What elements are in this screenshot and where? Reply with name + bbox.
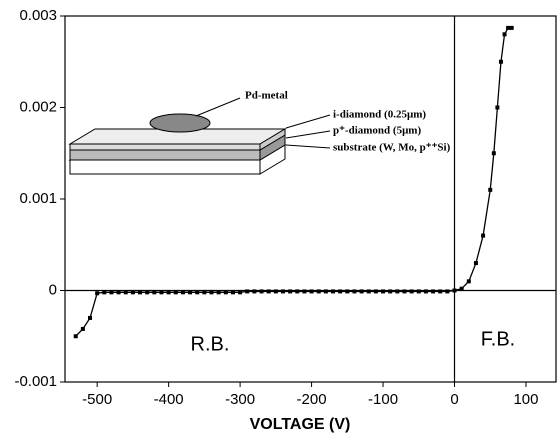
- data-point: [488, 187, 493, 192]
- arrow: [195, 97, 241, 117]
- data-point: [402, 289, 407, 294]
- data-point: [216, 290, 221, 295]
- data-point: [180, 290, 185, 295]
- data-point: [223, 290, 228, 295]
- y-tick-label: 0.002: [19, 98, 57, 115]
- data-point: [188, 290, 193, 295]
- data-point: [473, 261, 478, 266]
- y-tick-label: 0: [49, 281, 57, 298]
- y-tick-label: -0.001: [14, 373, 57, 390]
- substrate-front: [69, 159, 261, 175]
- inset-label: Pd-metal: [245, 90, 288, 102]
- data-point: [495, 105, 500, 110]
- data-point: [481, 233, 486, 238]
- data-point: [445, 289, 450, 294]
- data-point: [416, 289, 421, 294]
- annotation: R.B.: [191, 333, 230, 355]
- x-axis-label: VOLTAGE (V): [250, 416, 351, 433]
- data-point: [166, 290, 171, 295]
- data-point: [452, 288, 457, 293]
- data-point: [459, 286, 464, 291]
- y-tick-label: 0.003: [19, 7, 57, 24]
- arrow: [285, 144, 331, 149]
- data-point: [409, 289, 414, 294]
- data-point: [388, 289, 393, 294]
- i-layer-side: [259, 128, 286, 151]
- data-point: [245, 289, 250, 294]
- data-point: [498, 59, 503, 64]
- data-point: [152, 290, 157, 295]
- x-tick-label: 100: [513, 391, 538, 408]
- x-tick-label: 0: [450, 391, 458, 408]
- data-point: [506, 25, 511, 30]
- data-point: [123, 290, 128, 295]
- data-point: [80, 326, 85, 331]
- data-point: [102, 290, 107, 295]
- inset-label: substrate (W, Mo, p⁺⁺Si): [333, 142, 451, 154]
- data-point: [159, 290, 164, 295]
- data-point: [173, 290, 178, 295]
- x-tick-label: -500: [82, 391, 112, 408]
- inset-diagram: Pd-metal i-diamond (0.25μm) p⁺-diamond (…: [68, 90, 451, 175]
- p-layer-front: [69, 149, 261, 161]
- x-tick-label: -400: [154, 391, 184, 408]
- data-point: [352, 289, 357, 294]
- data-point: [109, 290, 114, 295]
- data-point: [230, 290, 235, 295]
- data-point: [295, 289, 300, 294]
- data-point: [302, 289, 307, 294]
- data-point: [280, 289, 285, 294]
- data-point: [423, 289, 428, 294]
- data-point: [366, 289, 371, 294]
- data-point: [116, 290, 121, 295]
- data-point: [431, 289, 436, 294]
- data-point: [202, 290, 207, 295]
- data-point: [195, 290, 200, 295]
- data-point: [95, 291, 100, 296]
- data-point: [209, 290, 214, 295]
- y-tick-label: 0.001: [19, 190, 57, 207]
- data-point: [259, 289, 264, 294]
- x-tick-label: -300: [225, 391, 255, 408]
- data-point: [145, 290, 150, 295]
- x-tick-label: -200: [297, 391, 327, 408]
- data-point: [323, 289, 328, 294]
- arrow: [285, 130, 331, 139]
- data-point: [466, 279, 471, 284]
- data-point: [316, 289, 321, 294]
- data-point: [252, 289, 257, 294]
- data-point: [138, 290, 143, 295]
- data-point: [381, 289, 386, 294]
- data-point: [288, 289, 293, 294]
- data-point: [238, 290, 243, 295]
- annotation: F.B.: [481, 328, 515, 350]
- data-point: [502, 32, 507, 37]
- data-point: [395, 289, 400, 294]
- data-point: [130, 290, 135, 295]
- data-point: [509, 25, 514, 30]
- i-layer-front: [69, 143, 261, 151]
- inset-label: p⁺-diamond (5μm): [333, 125, 421, 137]
- inset-label: i-diamond (0.25μm): [333, 109, 426, 121]
- data-point: [331, 289, 336, 294]
- arrow: [285, 114, 331, 129]
- data-point: [88, 315, 93, 320]
- data-point: [309, 289, 314, 294]
- data-point: [438, 289, 443, 294]
- data-point: [338, 289, 343, 294]
- x-tick-label: -100: [368, 391, 398, 408]
- data-point: [73, 334, 78, 339]
- data-point: [359, 289, 364, 294]
- plot-frame: [64, 15, 557, 383]
- data-point: [266, 289, 271, 294]
- pd-dot: [149, 113, 211, 133]
- data-point: [491, 151, 496, 156]
- data-point: [345, 289, 350, 294]
- data-point: [273, 289, 278, 294]
- data-point: [373, 289, 378, 294]
